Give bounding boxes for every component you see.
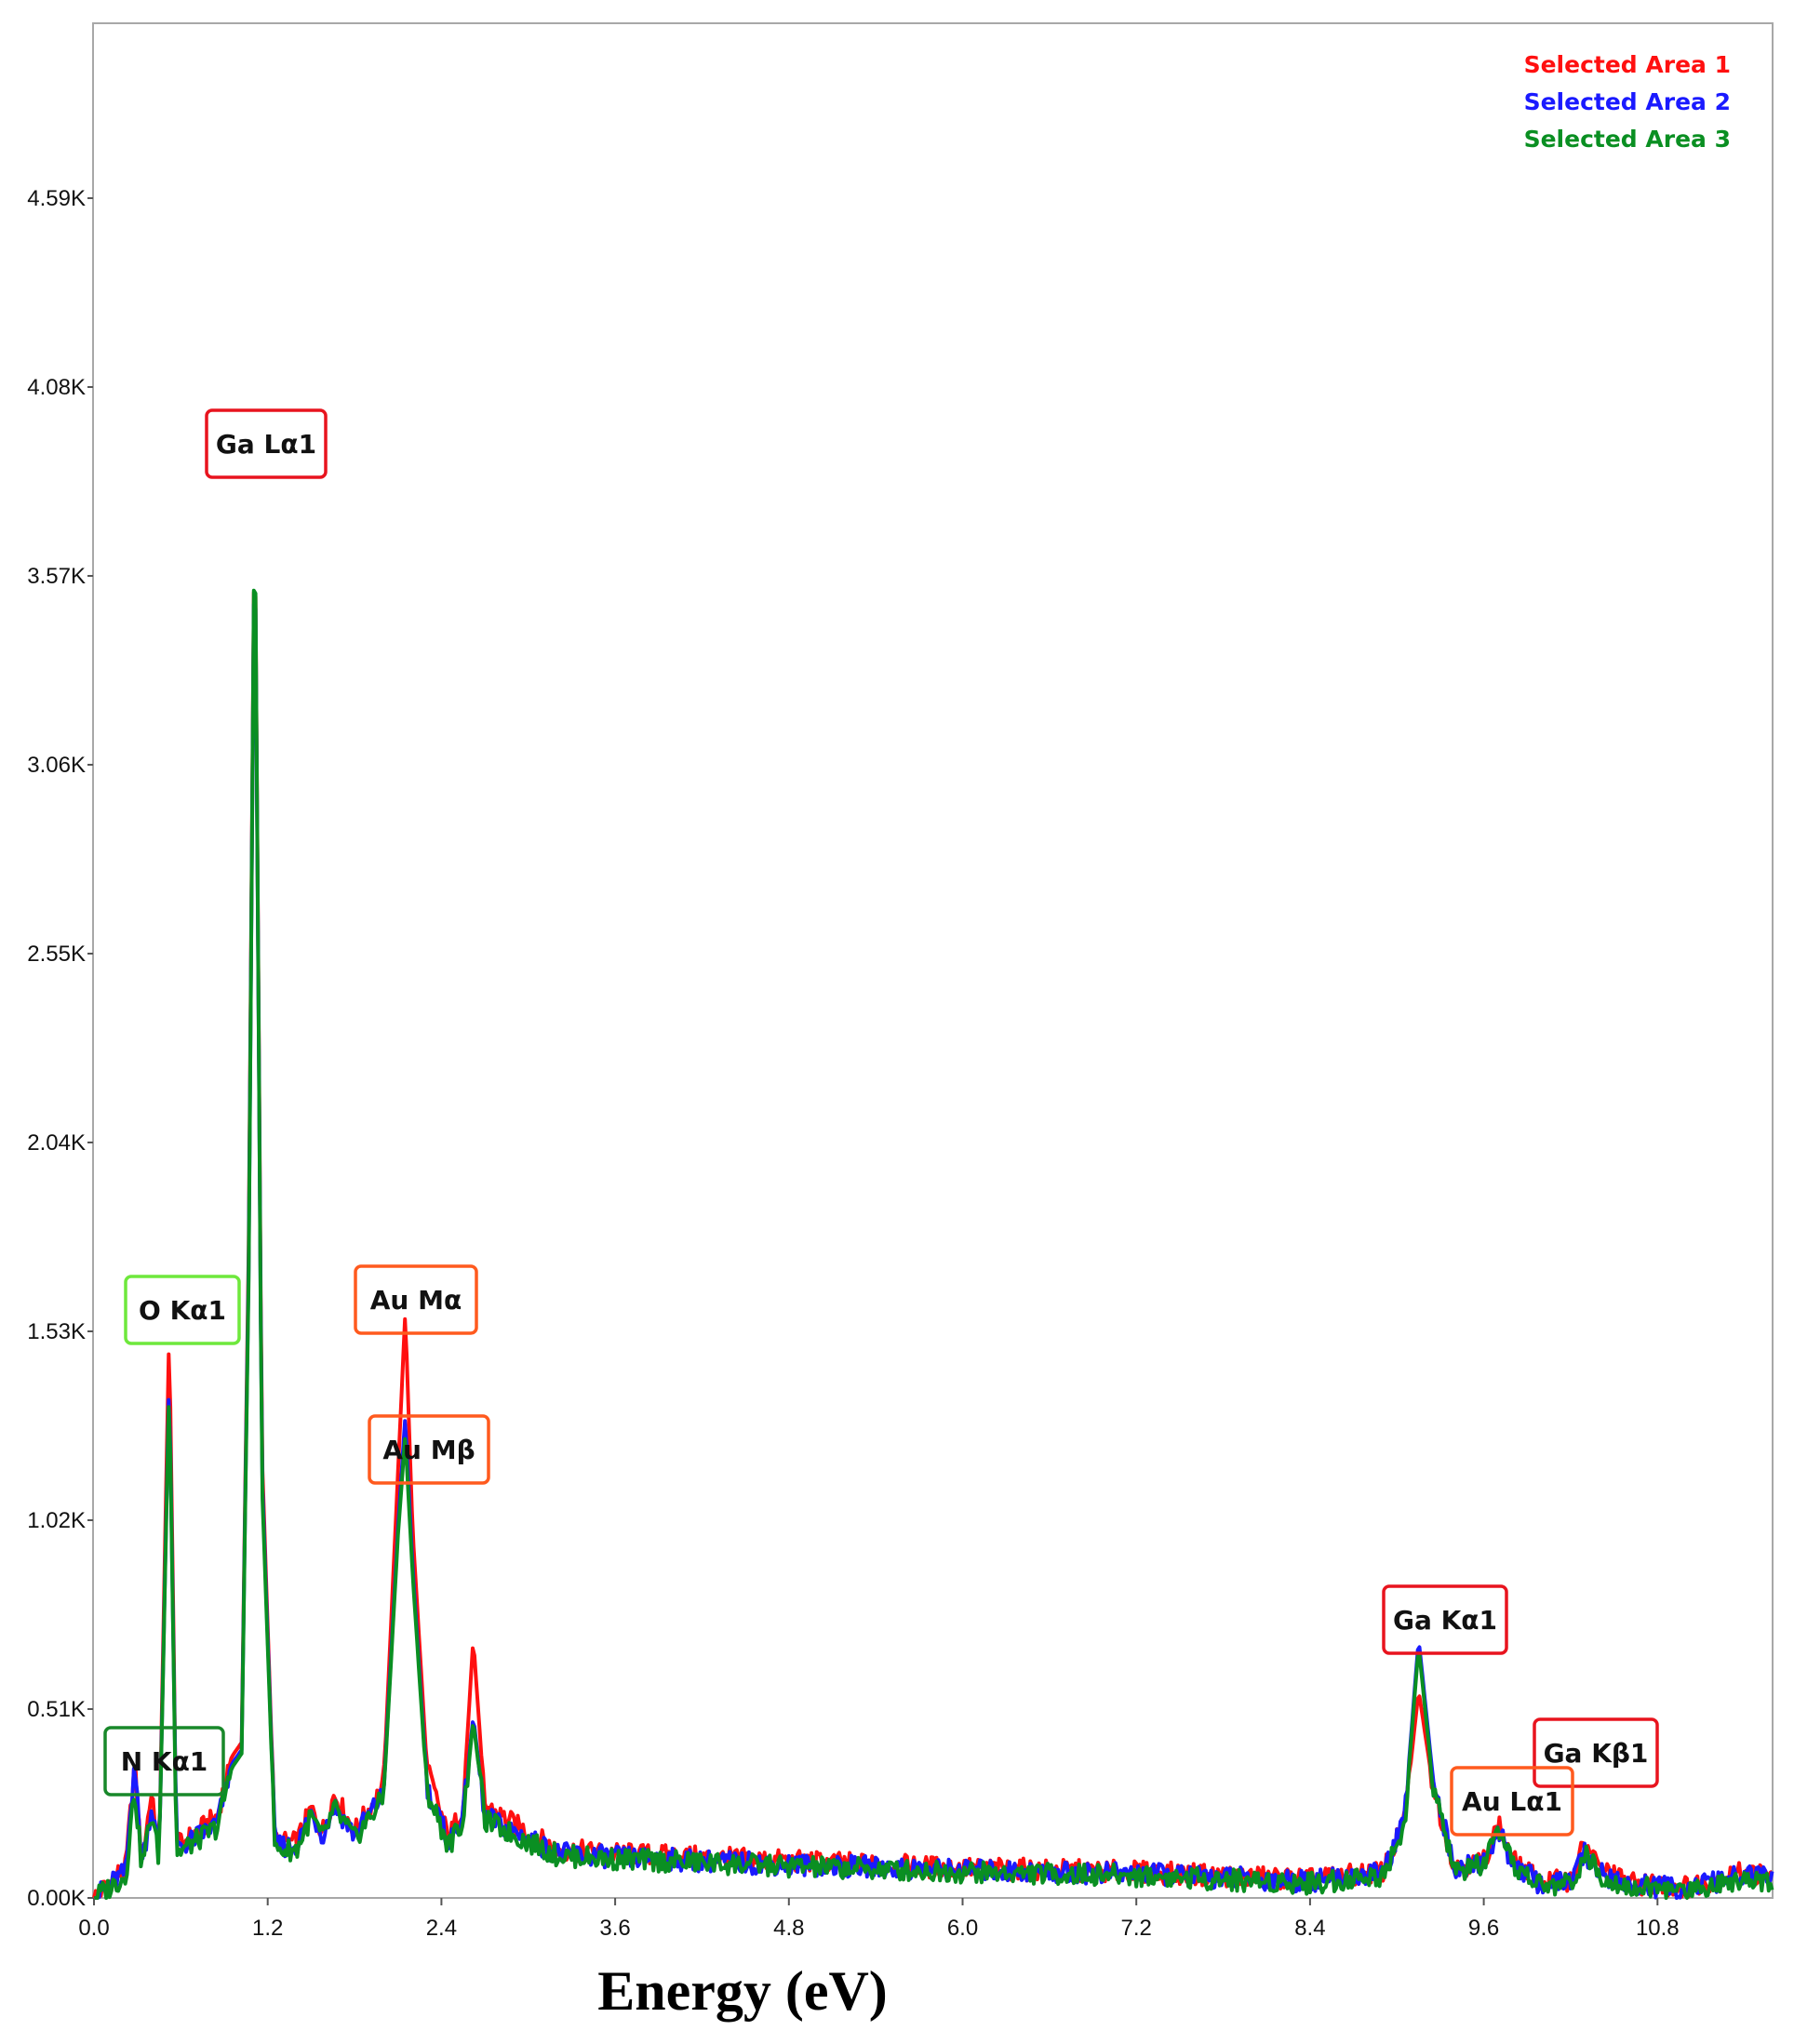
annotation-label: Au Mβ xyxy=(382,1435,475,1465)
peak-annotation-1: Ga Lα1 xyxy=(205,408,328,479)
annotation-label: N Kα1 xyxy=(121,1746,208,1777)
legend-entry-1: Selected Area 1 xyxy=(1524,51,1731,78)
peak-annotation-3: Au Mα xyxy=(354,1264,478,1335)
annotation-box xyxy=(124,1275,241,1345)
annotation-label: Ga Lα1 xyxy=(216,429,316,460)
y-tick-label: 2.04K xyxy=(27,1130,86,1156)
x-axis: 0.0 1.2 2.4 3.6 4.8 6.0 7.2 8.4 9.6 10.8 xyxy=(78,1898,1680,1941)
annotation-label: Ga Kα1 xyxy=(1393,1605,1497,1636)
y-tick-label: 4.59K xyxy=(27,186,86,211)
series-2 xyxy=(93,602,1774,1900)
peak-annotation-6: Ga Kα1 xyxy=(1382,1584,1508,1655)
y-tick-label: 1.53K xyxy=(27,1319,86,1344)
peak-annotation-4: Au Mβ xyxy=(368,1414,490,1485)
y-axis: 0.00K 0.51K 1.02K 1.53K 2.04K 2.55K 3.06K 3.57K… xyxy=(27,186,93,1911)
x-tick-label: 2.4 xyxy=(426,1916,457,1941)
annotation-box xyxy=(1450,1766,1574,1837)
x-tick-label: 1.2 xyxy=(252,1916,283,1941)
annotation-box xyxy=(354,1264,478,1335)
x-tick-label: 7.2 xyxy=(1121,1916,1152,1941)
y-tick-label: 3.06K xyxy=(27,753,86,778)
x-tick-label: 6.0 xyxy=(947,1916,978,1941)
y-tick-label: 0.51K xyxy=(27,1697,86,1722)
x-tick-label: 4.8 xyxy=(773,1916,804,1941)
annotation-label: Au Lα1 xyxy=(1462,1786,1562,1817)
annotation-box xyxy=(205,408,328,479)
peak-annotation-2: O Kα1 xyxy=(124,1275,241,1345)
series-line xyxy=(93,588,1774,1900)
x-axis-label: Energy (eV) xyxy=(597,1960,888,2022)
annotation-box xyxy=(103,1726,225,1797)
x-tick-label: 9.6 xyxy=(1468,1916,1499,1941)
x-tick-label: 0.0 xyxy=(78,1916,109,1941)
peak-annotation-7: Ga Kβ1 xyxy=(1533,1717,1659,1788)
annotation-box xyxy=(1533,1717,1659,1788)
y-tick-label: 4.08K xyxy=(27,375,86,400)
plot-frame xyxy=(92,22,1774,1899)
annotation-layer: Ga Lα1 O Kα1 Au Mα Au Mβ N Kα1 Ga Kα1 Ga Kβ1 Au… xyxy=(103,408,1659,1837)
y-tick-label: 0.00K xyxy=(27,1886,86,1911)
legend-entry-2: Selected Area 2 xyxy=(1524,88,1731,115)
x-tick-label: 10.8 xyxy=(1636,1916,1680,1941)
series-line xyxy=(93,602,1774,1900)
peak-annotation-8: Au Lα1 xyxy=(1450,1766,1574,1837)
legend-entry-3: Selected Area 3 xyxy=(1524,126,1731,153)
annotation-label: Ga Kβ1 xyxy=(1544,1738,1649,1769)
legend: Selected Area 1 Selected Area 2 Selected A… xyxy=(1524,51,1731,153)
y-tick-label: 2.55K xyxy=(27,942,86,967)
annotation-label: O Kα1 xyxy=(139,1295,226,1326)
annotation-label: Au Mα xyxy=(370,1285,462,1316)
series-3 xyxy=(93,588,1774,1900)
peak-annotation-5: N Kα1 xyxy=(103,1726,225,1797)
series-layer xyxy=(92,588,1774,1900)
annotation-box xyxy=(1382,1584,1508,1655)
x-tick-label: 8.4 xyxy=(1294,1916,1325,1941)
y-tick-label: 1.02K xyxy=(27,1508,86,1533)
annotation-box xyxy=(368,1414,490,1485)
y-tick-label: 3.57K xyxy=(27,564,86,589)
x-tick-label: 3.6 xyxy=(599,1916,630,1941)
